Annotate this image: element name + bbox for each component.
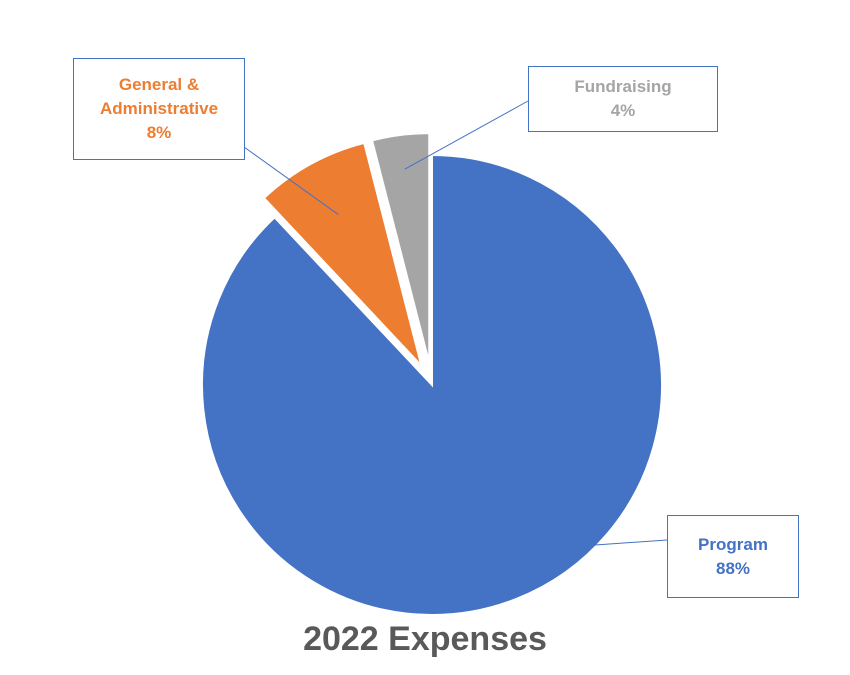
pie-slice-fundraising [370,132,431,364]
data-label-general-administrative-value: 8% [146,123,172,142]
data-label-program: Program 88% [667,515,799,598]
data-label-program-value: 88% [715,558,751,578]
leader-line-general-administrative [243,146,339,215]
pie-slice-program [201,153,663,616]
data-label-general-administrative: General & Administrative 8% [73,58,245,160]
data-label-general-administrative-name-line-2: Administrative [99,99,219,118]
leader-line-fundraising [404,100,529,170]
data-label-fundraising: Fundraising 4% [528,66,718,132]
data-label-general-administrative-name-line-1: General & [118,75,200,94]
chart-title: 2022 Expenses [303,620,547,658]
data-label-program-name: Program [698,534,768,554]
data-label-fundraising-name: Fundraising [574,77,672,96]
pie-slice-general-administrative [262,141,423,367]
data-label-fundraising-value: 4% [610,101,636,120]
leader-line-program [498,539,668,553]
